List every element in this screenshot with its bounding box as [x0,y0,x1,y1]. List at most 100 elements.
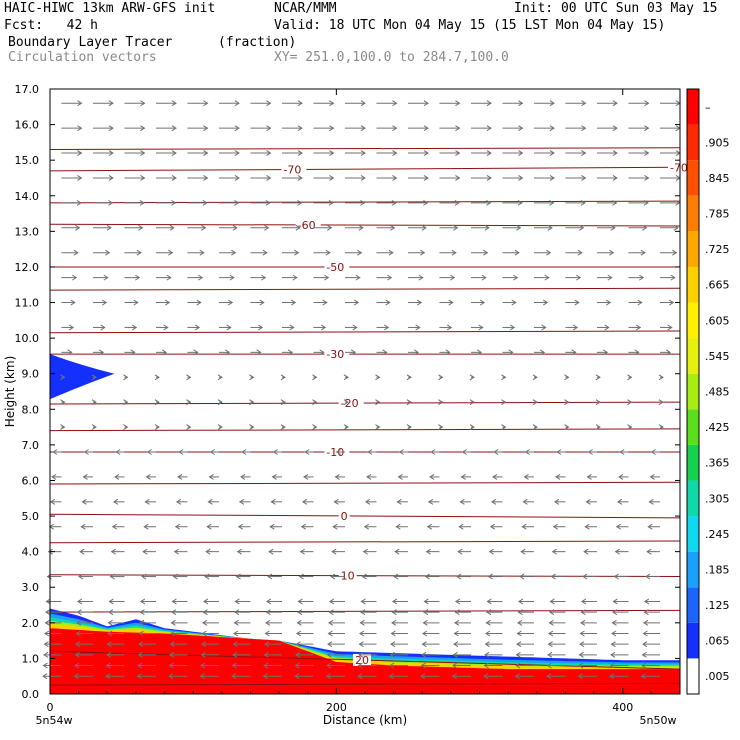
vector-head [406,374,412,381]
vector-head [287,349,294,356]
vector-head [73,673,79,680]
vector-head [460,473,466,480]
vector-head [364,498,371,505]
vector-head [217,424,223,431]
vector-head [140,125,146,132]
vector-head [578,651,584,658]
vector-head [645,573,651,580]
vector-head [328,619,334,626]
vector-head [241,449,247,455]
vector-head [549,175,555,181]
vector-head [332,523,338,530]
vector-head [479,299,486,306]
contour-line-12 [49,330,681,334]
vector-head [627,374,633,381]
vector-head [556,449,562,455]
colorbar-label: .785 [705,208,730,221]
colorbar-swatch [687,516,699,552]
vector-head [360,125,366,132]
vector-head [174,523,181,530]
vector-head [335,449,341,455]
vector-head [580,609,586,616]
vector-head [454,609,460,616]
vector-head [327,630,333,637]
cross-section-coords: XY= 251.0,100.0 to 284.7,100.0 [274,50,509,65]
vector-head [486,100,492,107]
vector-head [453,224,459,231]
vector-head [49,498,56,505]
contour-label: -10 [326,446,344,459]
y-tick-label: 11.0 [15,297,40,310]
vector-head [267,573,273,580]
contour-label-bg [281,163,307,176]
vector-head [564,374,570,381]
vector-head [264,641,270,648]
vector-head [170,630,176,637]
vector-head [217,399,223,406]
colorbar-label: – [705,101,711,114]
vector-head [42,662,48,669]
vector-head [429,473,435,480]
vector-head [640,673,646,680]
vector-head [233,609,240,616]
vector-head [639,274,645,281]
vector-head [577,673,583,680]
vector-head [217,374,223,381]
vector-head [546,249,552,256]
vector-head [361,573,367,580]
vector-head [581,175,587,181]
vector-head [133,299,139,306]
contour-line-10 [49,200,681,204]
vector-head [105,673,111,680]
vector-head [572,324,579,331]
vector-head [516,630,522,637]
vector-head [580,598,587,605]
vector-head [319,349,325,356]
vector-head [269,523,275,530]
vector-head [77,175,83,181]
vector-head [343,424,349,431]
vector-head [80,523,86,530]
vector-head [634,349,640,356]
vector-head [263,651,269,658]
contour-label: 0 [341,510,348,523]
contour-line-1 [49,223,681,227]
vector-head [328,199,334,206]
y-tick-label: 12.0 [15,261,40,274]
vector-head [168,249,174,256]
vector-head [141,573,147,580]
y-tick-label: 16.0 [15,119,40,132]
vector-head [357,249,363,256]
vector-head [135,274,141,281]
vector-head [454,598,461,605]
upper-plume [50,354,115,400]
vector-head [564,424,570,431]
vector-head [326,662,332,669]
vector-head [517,598,524,605]
vector-head [75,630,81,637]
vector-head [201,224,207,231]
vector-head [423,150,429,156]
vector-head [154,399,160,406]
vector-head [201,630,207,637]
colorbar-swatch [687,551,699,588]
vector-head [44,630,50,637]
vector-head [451,249,457,256]
vector-head [77,100,83,107]
vector-head [390,641,396,648]
vector-head [295,641,301,648]
vector-head [100,324,106,331]
vector-head [201,641,207,648]
vector-head [389,651,395,658]
vector-head [352,324,358,331]
vector-head [173,548,179,555]
vector-head [415,324,421,331]
contour-label: -70 [670,161,688,174]
contour-line-4 [49,401,681,405]
colorbar-swatch [687,266,699,303]
y-tick-label: 0.0 [22,688,40,701]
vector-head [416,299,423,306]
vector-head [203,175,209,181]
vector-head [612,598,618,605]
